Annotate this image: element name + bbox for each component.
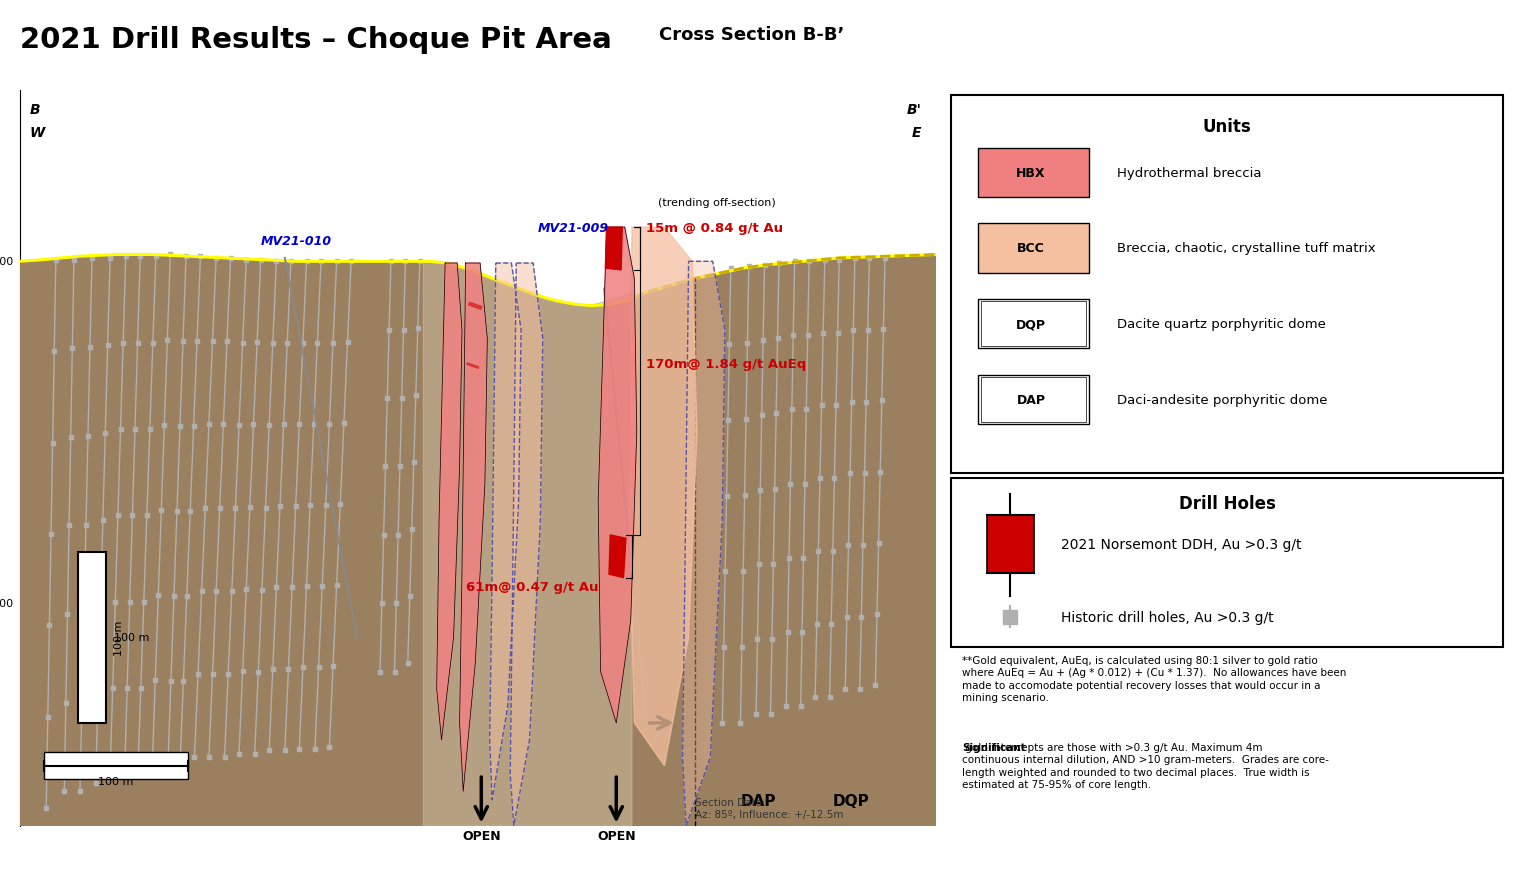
- Text: Hydrothermal breccia: Hydrothermal breccia: [1117, 167, 1261, 180]
- Polygon shape: [606, 228, 622, 270]
- Polygon shape: [489, 263, 521, 800]
- Text: 61m@ 0.47 g/t Au: 61m@ 0.47 g/t Au: [466, 580, 598, 593]
- Text: 4600: 4600: [0, 599, 14, 608]
- FancyBboxPatch shape: [981, 302, 1086, 347]
- Text: Cross Section B-B’: Cross Section B-B’: [659, 26, 843, 44]
- Text: gold intercepts are those with >0.3 g/t Au. Maximum 4m
continuous internal dilut: gold intercepts are those with >0.3 g/t …: [961, 742, 1329, 789]
- FancyBboxPatch shape: [981, 377, 1086, 422]
- Text: E: E: [911, 125, 921, 139]
- Polygon shape: [683, 262, 725, 826]
- Polygon shape: [609, 535, 625, 578]
- FancyBboxPatch shape: [978, 375, 1089, 424]
- Text: BCC: BCC: [1017, 242, 1045, 255]
- Text: Significant: Significant: [961, 742, 1025, 752]
- FancyBboxPatch shape: [987, 515, 1034, 573]
- Text: 170m@ 1.84 g/t AuEq: 170m@ 1.84 g/t AuEq: [646, 358, 807, 371]
- Polygon shape: [695, 255, 936, 826]
- Polygon shape: [460, 263, 488, 792]
- Text: W: W: [29, 125, 44, 139]
- Text: Dacite quartz porphyritic dome: Dacite quartz porphyritic dome: [1117, 318, 1325, 331]
- Text: Historic drill holes, Au >0.3 g/t: Historic drill holes, Au >0.3 g/t: [1061, 610, 1273, 624]
- Text: MV21-009: MV21-009: [537, 222, 609, 235]
- Text: DAP: DAP: [740, 793, 777, 808]
- FancyBboxPatch shape: [978, 149, 1089, 197]
- Text: HBX: HBX: [1016, 167, 1046, 180]
- Text: 2021 Norsemont DDH, Au >0.3 g/t: 2021 Norsemont DDH, Au >0.3 g/t: [1061, 537, 1302, 551]
- Polygon shape: [630, 228, 696, 766]
- Text: B': B': [907, 103, 921, 117]
- Text: OPEN: OPEN: [597, 829, 636, 842]
- Bar: [44, 753, 188, 779]
- Polygon shape: [598, 228, 637, 723]
- Text: 100 m: 100 m: [114, 620, 124, 655]
- Text: DAP: DAP: [1016, 394, 1046, 407]
- Text: Breccia, chaotic, crystalline tuff matrix: Breccia, chaotic, crystalline tuff matri…: [1117, 242, 1375, 255]
- Text: MV21-010: MV21-010: [260, 235, 332, 248]
- Text: 100 m: 100 m: [114, 633, 148, 643]
- Text: 100 m: 100 m: [98, 776, 133, 786]
- Text: 2021 Drill Results – Choque Pit Area: 2021 Drill Results – Choque Pit Area: [20, 26, 612, 54]
- FancyBboxPatch shape: [981, 226, 1086, 271]
- FancyBboxPatch shape: [978, 300, 1089, 348]
- Text: OPEN: OPEN: [462, 829, 501, 842]
- Text: Units: Units: [1202, 118, 1252, 136]
- Text: DQP: DQP: [833, 793, 869, 808]
- FancyBboxPatch shape: [978, 224, 1089, 273]
- Bar: [77, 553, 106, 723]
- Polygon shape: [510, 263, 542, 826]
- Text: 4800: 4800: [0, 257, 14, 267]
- Text: Daci-andesite porphyritic dome: Daci-andesite porphyritic dome: [1117, 394, 1328, 407]
- Text: 15m @ 0.84 g/t Au: 15m @ 0.84 g/t Au: [646, 222, 784, 235]
- Text: Drill Holes: Drill Holes: [1179, 494, 1275, 513]
- Text: B: B: [29, 103, 39, 117]
- Text: DQP: DQP: [1016, 318, 1046, 331]
- Polygon shape: [436, 263, 462, 740]
- Polygon shape: [20, 255, 936, 826]
- Text: **Gold equivalent, AuEq, is calculated using 80:1 silver to gold ratio
where AuE: **Gold equivalent, AuEq, is calculated u…: [961, 655, 1346, 702]
- Text: (trending off-section): (trending off-section): [659, 197, 777, 208]
- Polygon shape: [424, 262, 631, 826]
- Text: Section Data:
Az: 85º, Influence: +/-12.5m: Section Data: Az: 85º, Influence: +/-12.…: [695, 797, 843, 819]
